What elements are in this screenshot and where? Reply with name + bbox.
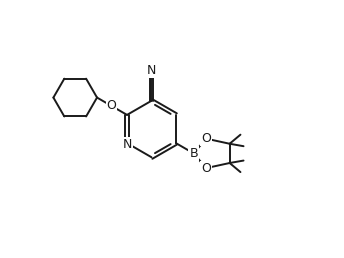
Text: O: O (107, 99, 116, 112)
Text: N: N (147, 64, 156, 77)
Text: O: O (201, 162, 211, 175)
Text: O: O (201, 132, 211, 145)
Text: N: N (122, 138, 132, 151)
Text: B: B (190, 147, 198, 160)
